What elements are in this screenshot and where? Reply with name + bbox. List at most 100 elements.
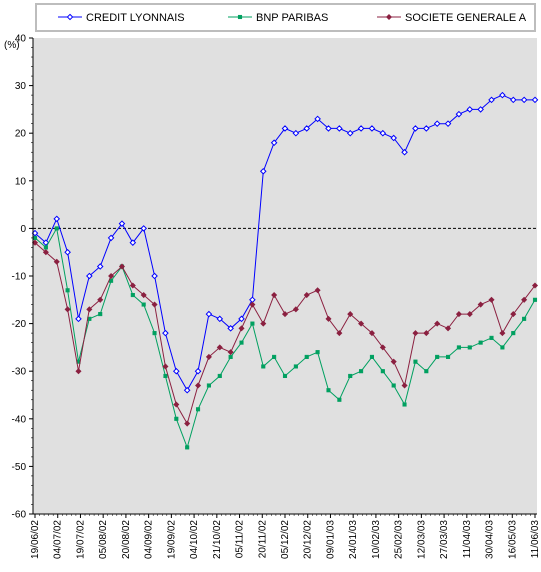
legend-swatch-marker <box>237 14 243 20</box>
data-point <box>510 311 517 318</box>
y-axis-label: (%) <box>4 40 20 51</box>
y-tick-label: -60 <box>12 510 27 521</box>
data-point <box>456 345 461 350</box>
data-point <box>401 382 408 389</box>
data-point <box>499 330 506 337</box>
legend-box <box>35 3 536 32</box>
x-tick-label: 09/01/03 <box>325 520 336 559</box>
data-point <box>292 306 299 313</box>
data-point <box>107 234 115 242</box>
data-point <box>216 344 223 351</box>
data-point <box>435 354 440 359</box>
data-point <box>86 306 93 313</box>
data-point <box>172 367 180 375</box>
data-point <box>227 325 234 332</box>
data-point <box>118 263 125 270</box>
data-point <box>32 235 38 240</box>
data-point <box>303 125 311 132</box>
x-tick-label: 19/09/02 <box>166 520 177 559</box>
x-tick-label: 19/06/02 <box>30 520 41 559</box>
y-tick-label: 10 <box>15 176 27 187</box>
data-point <box>282 373 288 379</box>
x-tick-label: 21/10/02 <box>212 520 223 559</box>
legend-label: SOCIETE GENERALE A <box>405 12 527 24</box>
data-point <box>238 325 245 332</box>
data-point <box>151 301 158 308</box>
data-point <box>348 373 353 379</box>
data-point <box>108 272 115 280</box>
data-point <box>270 139 278 147</box>
x-tick-label: 04/07/02 <box>53 520 64 559</box>
data-point <box>477 106 484 113</box>
legend-swatch-marker <box>385 13 393 21</box>
data-point <box>130 292 135 298</box>
x-tick-label: 11/04/03 <box>462 520 473 559</box>
data-point <box>402 402 407 407</box>
data-point <box>75 368 82 375</box>
data-point <box>184 420 191 427</box>
x-tick-label: 20/11/02 <box>257 520 268 559</box>
data-point <box>412 330 419 337</box>
legend-label: CREDIT LYONNAIS <box>86 12 185 24</box>
data-point <box>509 96 517 104</box>
data-point <box>337 397 342 402</box>
data-point <box>477 301 484 308</box>
y-tick-label: -10 <box>12 272 27 283</box>
data-point <box>228 354 233 359</box>
x-tick-label: 04/09/02 <box>144 520 155 559</box>
data-point <box>511 331 516 336</box>
data-point <box>217 373 222 379</box>
data-point <box>43 245 48 250</box>
data-point <box>205 310 213 318</box>
data-point <box>162 363 169 370</box>
series-2 <box>31 239 539 427</box>
data-point <box>325 315 332 322</box>
data-point <box>314 287 321 294</box>
x-tick-label: 30/04/03 <box>485 520 496 559</box>
data-point <box>129 282 136 289</box>
x-tick-label: 16/05/03 <box>507 520 518 559</box>
data-point <box>238 315 245 323</box>
x-tick-label: 20/12/02 <box>303 520 314 559</box>
data-point <box>272 354 277 359</box>
data-point <box>53 258 60 265</box>
y-tick-label: -50 <box>12 462 27 473</box>
x-tick-label: 04/10/02 <box>189 520 200 559</box>
data-point <box>174 416 179 421</box>
x-tick-label: 24/01/03 <box>348 520 359 559</box>
x-tick-label: 25/02/03 <box>394 520 405 559</box>
data-point <box>358 320 365 327</box>
x-tick-label: 05/11/02 <box>235 520 246 559</box>
data-point <box>97 296 104 303</box>
data-point <box>445 354 451 359</box>
data-point <box>249 301 256 308</box>
data-point <box>140 225 148 232</box>
y-tick-label: -20 <box>12 319 27 330</box>
data-point <box>346 129 354 137</box>
data-point <box>65 288 70 293</box>
data-point <box>194 367 202 375</box>
data-point <box>466 106 474 113</box>
data-point <box>434 320 441 327</box>
data-point <box>359 369 364 374</box>
data-point <box>368 330 375 337</box>
data-point <box>532 297 538 302</box>
x-tick-label: 05/08/02 <box>98 520 109 559</box>
series-1 <box>32 226 538 450</box>
data-point <box>185 445 190 450</box>
data-point <box>369 354 375 359</box>
data-point <box>488 96 495 104</box>
data-point <box>433 120 441 127</box>
x-tick-label: 27/03/03 <box>439 520 450 559</box>
data-point <box>86 272 93 280</box>
data-point <box>466 311 473 318</box>
data-point <box>42 249 49 256</box>
data-point <box>412 125 419 132</box>
data-point <box>151 272 158 280</box>
data-point <box>336 330 343 337</box>
data-point <box>379 344 386 351</box>
data-point <box>227 349 234 356</box>
data-point <box>500 345 505 350</box>
data-point <box>303 292 310 299</box>
data-point <box>64 306 71 313</box>
